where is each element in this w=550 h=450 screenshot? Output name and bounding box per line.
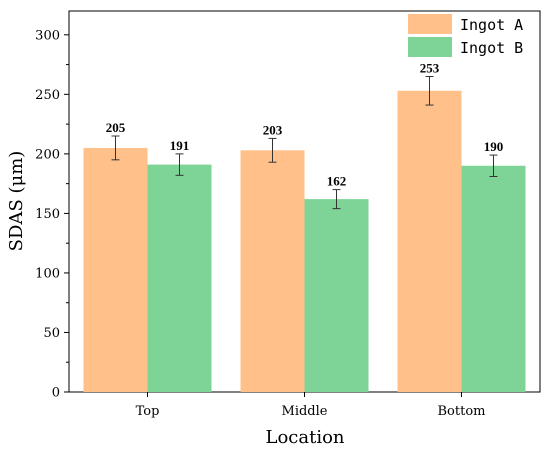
y-tick-label: 100 — [35, 266, 60, 281]
legend-label-ingot-a: Ingot A — [460, 16, 523, 34]
value-labels-group: 205 203 253 191 162 190 — [106, 60, 504, 188]
y-tick-label: 0 — [52, 386, 60, 401]
data-label: 190 — [484, 139, 504, 154]
data-label: 253 — [420, 60, 440, 75]
y-axis: 0 50 100 150 200 250 300 — [35, 28, 69, 401]
data-label: 203 — [263, 122, 283, 137]
x-tick-label: Bottom — [438, 404, 486, 419]
bar — [83, 147, 148, 392]
legend-swatch-ingot-b — [408, 37, 452, 57]
y-tick-label: 200 — [35, 147, 60, 162]
y-tick-label: 300 — [35, 28, 60, 43]
x-tick-label: Top — [136, 404, 160, 419]
bar — [304, 199, 369, 392]
legend-swatch-ingot-a — [408, 14, 452, 34]
bar — [147, 164, 212, 392]
data-label: 162 — [327, 174, 347, 189]
bar — [461, 165, 526, 392]
bar — [240, 150, 305, 392]
y-tick-label: 250 — [35, 88, 60, 103]
bar — [397, 90, 462, 392]
x-axis-title: Location — [265, 427, 344, 448]
y-tick-label: 150 — [35, 207, 60, 222]
x-tick-label: Middle — [282, 404, 328, 419]
error-bars-group — [111, 75, 498, 210]
y-tick-label: 50 — [43, 326, 60, 341]
x-axis: Top Middle Bottom — [136, 392, 486, 419]
legend-label-ingot-b: Ingot B — [460, 39, 523, 57]
bars-group — [83, 90, 526, 392]
legend: Ingot A Ingot B — [408, 14, 523, 57]
data-label: 191 — [170, 138, 190, 153]
y-axis-title: SDAS (μm) — [6, 151, 27, 252]
data-label: 205 — [106, 120, 126, 135]
